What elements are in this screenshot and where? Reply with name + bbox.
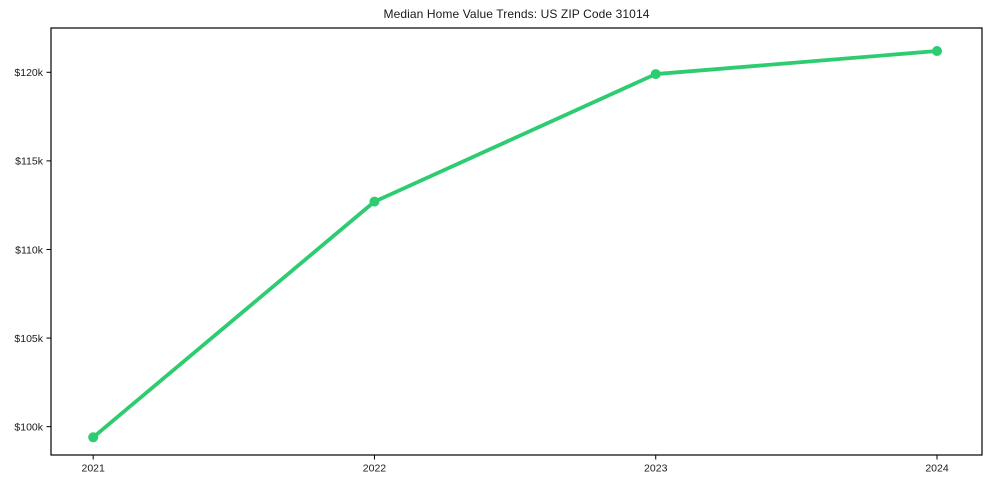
x-axis-tick-label: 2024 [925, 463, 949, 475]
y-axis-tick-label: $115k [15, 156, 44, 168]
y-axis-tick-label: $100k [14, 421, 43, 433]
y-axis-tick-label: $105k [14, 333, 43, 345]
x-axis-tick-label: 2021 [82, 463, 106, 475]
data-point-marker [931, 46, 942, 57]
trend-line [91, 49, 939, 440]
data-point-marker [88, 432, 99, 443]
x-axis-tick-label: 2022 [363, 463, 387, 475]
y-axis-tick-label: $110k [15, 244, 44, 256]
data-point-marker [369, 196, 380, 207]
plot-border [50, 27, 983, 456]
x-axis-tick-label: 2023 [644, 463, 668, 475]
chart-title: Median Home Value Trends: US ZIP Code 31… [383, 7, 650, 21]
y-axis-tick-label: $120k [14, 67, 43, 79]
data-point-marker [650, 69, 661, 80]
